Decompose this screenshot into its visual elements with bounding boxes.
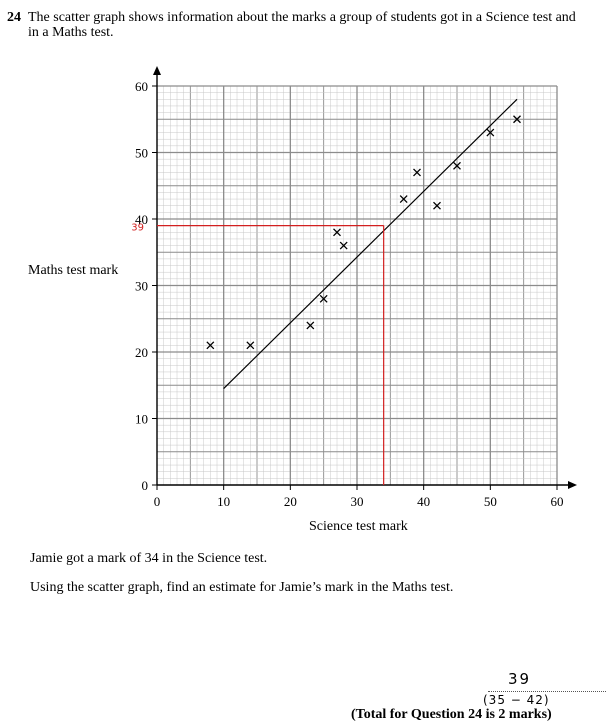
x-axis-label: Science test mark: [309, 519, 408, 534]
y-axis-label: Maths test mark: [28, 263, 119, 278]
data-point: [433, 201, 441, 210]
y-tick-label: 30: [135, 279, 148, 294]
answer-line[interactable]: [488, 675, 606, 692]
x-tick-label: 40: [417, 494, 430, 509]
total-marks: (Total for Question 24 is 2 marks): [351, 707, 552, 722]
handwritten-range: (35 − 42): [483, 693, 550, 707]
handwritten-answer: 39: [508, 670, 532, 688]
y-tick-label: 0: [142, 478, 149, 493]
annotation-label: 39: [131, 223, 144, 234]
data-point: [306, 321, 315, 330]
data-point: [246, 341, 255, 350]
y-tick-label: 20: [135, 345, 148, 360]
data-point: [513, 115, 521, 124]
data-point: [333, 228, 341, 237]
data-point: [319, 294, 328, 303]
x-tick-label: 30: [351, 494, 364, 509]
y-axis-arrow: [153, 66, 161, 75]
question-text: The scatter graph shows information abou…: [28, 10, 576, 40]
y-tick-label: 40: [135, 212, 148, 227]
y-tick-label: 50: [135, 146, 148, 161]
x-tick-label: 50: [484, 494, 497, 509]
data-point: [399, 195, 408, 204]
x-axis-arrow: [568, 481, 577, 489]
x-tick-label: 60: [551, 494, 564, 509]
question-statement: Jamie got a mark of 34 in the Science te…: [30, 551, 268, 566]
data-point: [453, 161, 461, 170]
data-point: [486, 128, 495, 137]
question-prompt: Using the scatter graph, find an estimat…: [30, 580, 454, 595]
x-tick-label: 20: [284, 494, 297, 509]
line-of-best-fit: [223, 98, 518, 390]
y-tick-label: 10: [135, 412, 148, 427]
x-tick-label: 10: [217, 494, 230, 509]
x-tick-label: 0: [154, 494, 161, 509]
data-point: [206, 341, 215, 350]
question-number: 24: [7, 10, 21, 25]
data-point: [339, 241, 348, 250]
y-tick-label: 60: [135, 79, 148, 94]
data-point: [413, 168, 421, 177]
